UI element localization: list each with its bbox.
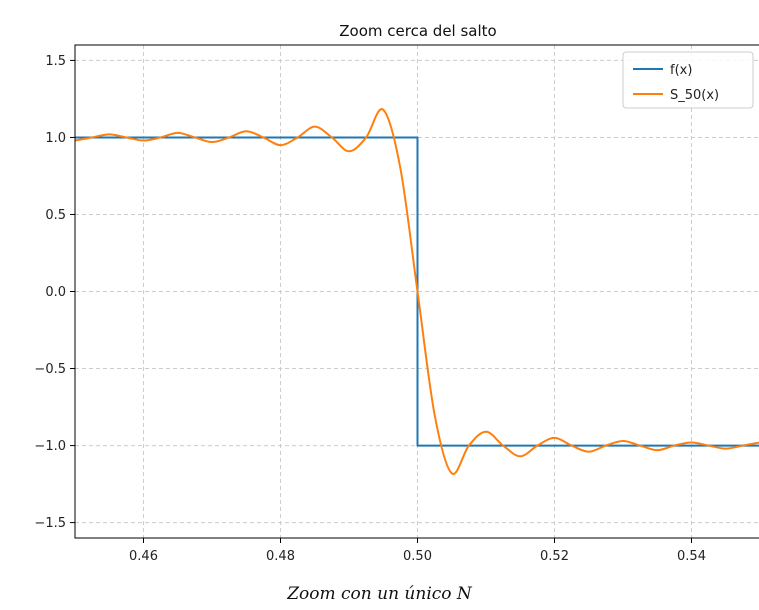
legend-label-s50: S_50(x) (670, 88, 719, 103)
x-tick-label: 0.50 (403, 549, 432, 564)
y-tick-label: −1.5 (34, 516, 66, 531)
x-tick-label: 0.48 (266, 549, 295, 564)
chart-title: Zoom cerca del salto (339, 22, 496, 40)
y-tick-label: 0.0 (45, 285, 66, 300)
axis-ticks: 0.46 0.48 0.50 0.52 0.54 −1.5 −1.0 −0.5 0.0 0.5 1.… (34, 54, 706, 564)
chart: Zoom cerca del salto 0.46 0.48 0.50 0.52 0.5… (34, 22, 759, 564)
y-tick-label: 0.5 (45, 208, 66, 223)
x-tick-label: 0.46 (129, 549, 158, 564)
y-tick-label: 1.5 (45, 54, 66, 69)
y-tick-label: 1.0 (45, 131, 66, 146)
figure-caption: Zoom con un único N (287, 584, 472, 604)
legend: f(x) S_50(x) (622, 51, 754, 109)
legend-label-f: f(x) (670, 63, 692, 78)
y-tick-label: −1.0 (34, 439, 66, 454)
x-tick-label: 0.54 (677, 549, 706, 564)
x-tick-label: 0.52 (540, 549, 569, 564)
y-tick-label: −0.5 (34, 362, 66, 377)
series-group (75, 108, 759, 475)
series-line-s50 (75, 108, 759, 475)
